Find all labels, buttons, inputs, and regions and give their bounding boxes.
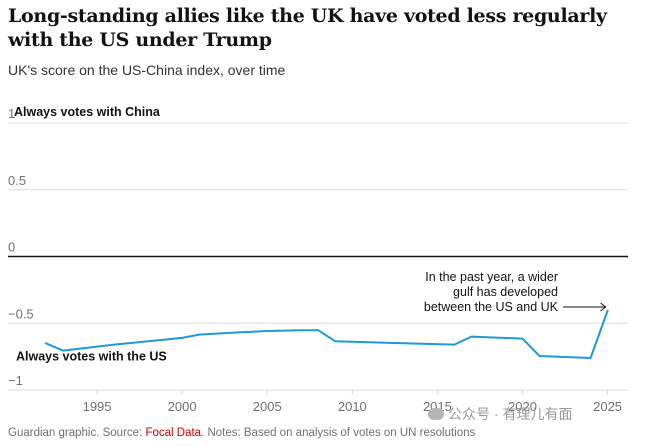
chart-subtitle: UK's score on the US-China index, over t… [8, 62, 286, 78]
watermark-text: 公众号 · 有理儿有面 [448, 406, 573, 422]
chart-title: Long-standing allies like the UK have vo… [8, 5, 607, 51]
axis-note-top: Always votes with China [14, 105, 161, 119]
footer-suffix: . Notes: Based on analysis of votes on U… [201, 427, 476, 439]
annotation-arrow-head [600, 302, 607, 312]
annotation-text: In the past year, a wider gulf has develo… [424, 270, 559, 314]
annotation-line: between the US and UK [424, 300, 559, 314]
grid-lines [8, 122, 628, 391]
series-line-uk [45, 309, 609, 359]
axis-note-bottom: Always votes with the US [16, 350, 167, 364]
y-tick-label: −1 [8, 373, 23, 388]
x-tick-label: 2010 [338, 399, 367, 414]
annotation-line: In the past year, a wider [425, 270, 558, 284]
x-tick-label: 2025 [593, 399, 622, 414]
y-tick-label: −0.5 [8, 306, 34, 321]
watermark: 公众号 · 有理儿有面 [428, 404, 572, 424]
y-tick-label: 0.5 [8, 173, 26, 188]
annotation-line: gulf has developed [453, 285, 558, 299]
y-tick-label: 0 [8, 240, 15, 255]
source-link[interactable]: Focal Data [145, 427, 202, 439]
x-tick-label: 1995 [83, 399, 112, 414]
series-layer [45, 309, 609, 359]
footer-prefix: Guardian graphic. Source: [8, 427, 146, 439]
wechat-icon [428, 408, 444, 420]
x-tick-label: 2000 [168, 399, 197, 414]
y-tick-label: 1 [8, 106, 15, 121]
y-axis-tick-labels: 1 0.5 0 −0.5 −1 [8, 106, 34, 388]
x-tick-label: 2005 [253, 399, 282, 414]
footer-note: Guardian graphic. Source: Focal Data. No… [8, 427, 475, 439]
annotation: In the past year, a wider gulf has develo… [424, 270, 607, 314]
x-tick-label: 2020 [508, 399, 537, 414]
